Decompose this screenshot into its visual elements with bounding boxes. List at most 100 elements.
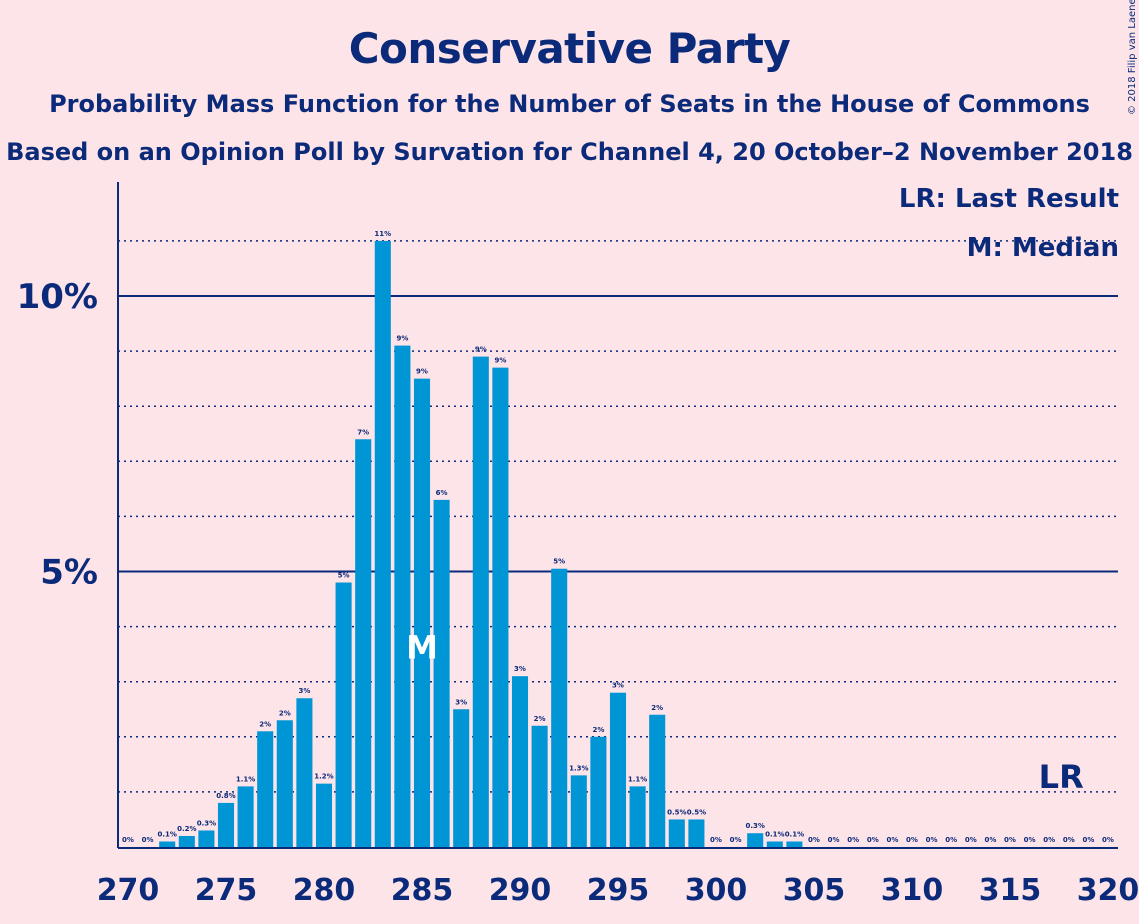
bar-281 bbox=[335, 582, 352, 847]
bar-value-label: 0% bbox=[730, 836, 742, 844]
bar-value-label: 0% bbox=[1102, 836, 1114, 844]
bar-290 bbox=[511, 676, 529, 847]
bar-value-label: 9% bbox=[416, 368, 428, 376]
bar-value-label: 0% bbox=[886, 836, 898, 844]
x-tick-label: 310 bbox=[881, 873, 944, 908]
x-tick-label: 320 bbox=[1077, 873, 1139, 908]
bar-value-label: 1.3% bbox=[569, 764, 588, 772]
bar-value-label: 3% bbox=[612, 682, 624, 690]
bar-296 bbox=[629, 786, 646, 847]
bar-value-label: 0.5% bbox=[667, 808, 686, 816]
bar-297 bbox=[649, 714, 666, 847]
bar-value-label: 0% bbox=[1043, 836, 1055, 844]
x-tick-label: 280 bbox=[293, 873, 356, 908]
bar-279 bbox=[296, 698, 313, 847]
bar-value-label: 0% bbox=[984, 836, 996, 844]
x-tick-label: 275 bbox=[195, 873, 258, 908]
chart-subtitle-poll: Based on an Opinion Poll by Survation fo… bbox=[6, 138, 1133, 166]
bar-value-label: 0.3% bbox=[197, 819, 216, 827]
x-tick-label: 270 bbox=[97, 873, 160, 908]
bar-value-label: 0% bbox=[808, 836, 820, 844]
bar-value-label: 0% bbox=[945, 836, 957, 844]
x-tick-label: 315 bbox=[979, 873, 1042, 908]
bar-value-label: 0% bbox=[1082, 836, 1094, 844]
last-result-marker: LR bbox=[1039, 758, 1084, 796]
y-tick-label: 5% bbox=[40, 553, 98, 593]
bar-299 bbox=[688, 819, 705, 847]
bar-value-label: 0% bbox=[828, 836, 840, 844]
bar-value-label: 2% bbox=[279, 709, 291, 717]
bar-278 bbox=[276, 720, 293, 847]
bar-275 bbox=[217, 802, 235, 847]
bar-value-label: 0% bbox=[710, 836, 722, 844]
bar-value-label: 9% bbox=[396, 335, 408, 343]
bar-value-label: 2% bbox=[592, 726, 604, 734]
bar-value-label: 9% bbox=[475, 346, 487, 354]
bar-value-label: 1.1% bbox=[236, 775, 255, 783]
x-tick-label: 290 bbox=[489, 873, 552, 908]
bar-286 bbox=[433, 499, 450, 847]
bar-value-label: 5% bbox=[338, 572, 350, 580]
bar-value-label: 0% bbox=[1024, 836, 1036, 844]
bar-value-label: 0% bbox=[847, 836, 859, 844]
bar-303 bbox=[766, 841, 783, 847]
x-tick-label: 305 bbox=[783, 873, 846, 908]
legend-median: M: Median bbox=[966, 233, 1119, 263]
x-tick-label: 295 bbox=[587, 873, 650, 908]
bar-282 bbox=[355, 439, 372, 847]
bar-value-label: 0.1% bbox=[157, 830, 176, 838]
bar-value-label: 2% bbox=[259, 720, 271, 728]
bar-value-label: 2% bbox=[534, 715, 546, 723]
bar-288 bbox=[472, 356, 489, 847]
bar-280 bbox=[315, 783, 333, 847]
bar-value-label: 0% bbox=[926, 836, 938, 844]
bar-302 bbox=[747, 833, 764, 847]
bar-289 bbox=[492, 367, 509, 847]
bar-value-label: 0% bbox=[867, 836, 879, 844]
bar-value-label: 0.1% bbox=[785, 830, 804, 838]
bar-value-label: 2% bbox=[651, 704, 663, 712]
bar-value-label: 0.1% bbox=[765, 830, 784, 838]
bar-294 bbox=[590, 736, 607, 847]
bar-284 bbox=[394, 345, 411, 847]
bar-value-label: 0% bbox=[142, 836, 154, 844]
bar-value-label: 0% bbox=[122, 836, 134, 844]
bar-291 bbox=[531, 725, 548, 847]
bar-value-label: 0.5% bbox=[687, 808, 706, 816]
bar-292 bbox=[551, 568, 568, 847]
bar-274 bbox=[198, 830, 215, 847]
chart-subtitle: Probability Mass Function for the Number… bbox=[49, 90, 1090, 118]
bar-value-label: 0% bbox=[1004, 836, 1016, 844]
bar-277 bbox=[257, 731, 274, 847]
bar-value-label: 0% bbox=[1063, 836, 1075, 844]
bar-value-label: 0.8% bbox=[216, 792, 235, 800]
legend-last-result: LR: Last Result bbox=[898, 184, 1119, 214]
x-tick-label: 300 bbox=[685, 873, 748, 908]
bar-value-label: 0.2% bbox=[177, 825, 196, 833]
bar-value-label: 3% bbox=[455, 698, 467, 706]
bar-276 bbox=[237, 786, 254, 847]
bar-272 bbox=[159, 841, 176, 847]
bar-value-label: 9% bbox=[494, 357, 506, 365]
chart-title: Conservative Party bbox=[348, 24, 791, 73]
y-tick-label: 10% bbox=[17, 277, 98, 317]
x-tick-label: 285 bbox=[391, 873, 454, 908]
bar-295 bbox=[609, 692, 627, 847]
bar-value-label: 6% bbox=[436, 489, 448, 497]
bar-value-label: 0% bbox=[906, 836, 918, 844]
bar-value-label: 1.2% bbox=[314, 773, 333, 781]
bar-value-label: 11% bbox=[374, 230, 391, 238]
bar-value-label: 3% bbox=[298, 687, 310, 695]
bar-293 bbox=[570, 775, 587, 847]
bar-value-label: 7% bbox=[357, 428, 369, 436]
bar-287 bbox=[453, 709, 470, 847]
bar-value-label: 5% bbox=[553, 558, 565, 566]
bar-298 bbox=[668, 819, 685, 847]
bar-value-label: 0% bbox=[965, 836, 977, 844]
bar-value-label: 3% bbox=[514, 665, 526, 673]
bar-283 bbox=[374, 240, 391, 847]
bar-304 bbox=[786, 841, 803, 847]
bar-273 bbox=[178, 835, 195, 847]
bar-value-label: 1.1% bbox=[628, 775, 647, 783]
